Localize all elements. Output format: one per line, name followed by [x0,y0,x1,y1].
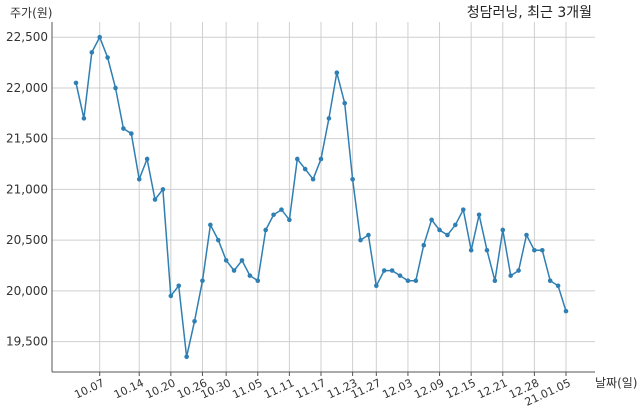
data-point [73,80,79,86]
y-tick-label: 20,500 [6,233,48,247]
data-point [215,237,221,243]
x-tick-label: 10.20 [144,376,178,401]
data-point [358,237,363,243]
chart-title: 청담러닝, 최근 3개월 [466,5,592,21]
data-point [342,100,348,106]
data-point [263,227,268,233]
data-point [397,273,403,278]
data-point [318,156,324,162]
data-point [429,217,434,223]
data-point [326,116,332,121]
x-tick-label: 12.03 [381,376,415,401]
data-point [271,212,276,218]
data-point [81,116,87,121]
data-point [484,247,490,253]
data-point [476,212,482,218]
data-point [192,318,197,324]
x-tick-label: 11.05 [230,376,264,401]
data-point [460,207,466,212]
data-point [223,258,229,263]
y-tick-label: 21,000 [6,182,48,196]
x-tick-label: 10.14 [112,376,146,401]
data-point [453,222,458,228]
x-tick-label: 11.11 [262,376,296,401]
data-point [421,242,427,248]
data-point [492,278,498,283]
x-axis-label: 날짜(일) [595,376,638,390]
data-point [176,283,182,289]
data-point [287,217,292,223]
data-point [508,273,513,278]
data-point [294,156,300,162]
data-point [121,126,126,131]
data-point [97,34,103,40]
data-point [555,283,561,289]
data-point [381,268,387,273]
data-point [334,70,340,76]
data-point [437,227,442,233]
data-point [302,166,308,172]
data-point [366,232,371,238]
y-tick-label: 21,500 [6,132,48,146]
data-point [184,354,189,360]
data-point [160,187,166,192]
data-point [231,268,237,273]
data-point [168,293,174,299]
data-point [445,232,450,238]
data-point [468,247,474,253]
data-point [389,268,395,273]
x-tick-label: 11.17 [294,376,328,401]
y-tick-label: 19,500 [6,335,48,349]
data-point [152,197,158,202]
data-point [547,278,553,283]
data-point [563,308,569,314]
data-point [247,273,253,278]
y-tick-label: 20,000 [6,284,48,298]
data-point [524,232,529,238]
data-point [532,247,537,253]
data-point [310,176,316,182]
x-tick-label: 12.09 [412,376,446,401]
data-point [129,131,134,136]
data-point [405,278,411,283]
data-point [279,207,284,212]
x-tick-label: 12.15 [444,376,478,401]
data-point [239,258,245,263]
data-point [105,55,110,60]
data-point [255,278,261,283]
data-point [516,268,521,273]
data-point [208,222,213,228]
data-point [136,176,142,182]
data-point [374,283,379,289]
data-point [144,156,150,162]
y-tick-label: 22,500 [6,30,48,44]
data-point [539,247,545,253]
data-point [500,227,506,233]
x-tick-label: 12.21 [475,376,509,401]
y-axis-label: 주가(원) [10,6,53,20]
y-tick-label: 22,000 [6,81,48,95]
data-point [89,50,95,55]
data-point [350,176,355,182]
data-point [200,278,205,283]
data-point [413,278,419,283]
data-point [113,85,118,91]
x-tick-label: 10.07 [72,376,106,401]
